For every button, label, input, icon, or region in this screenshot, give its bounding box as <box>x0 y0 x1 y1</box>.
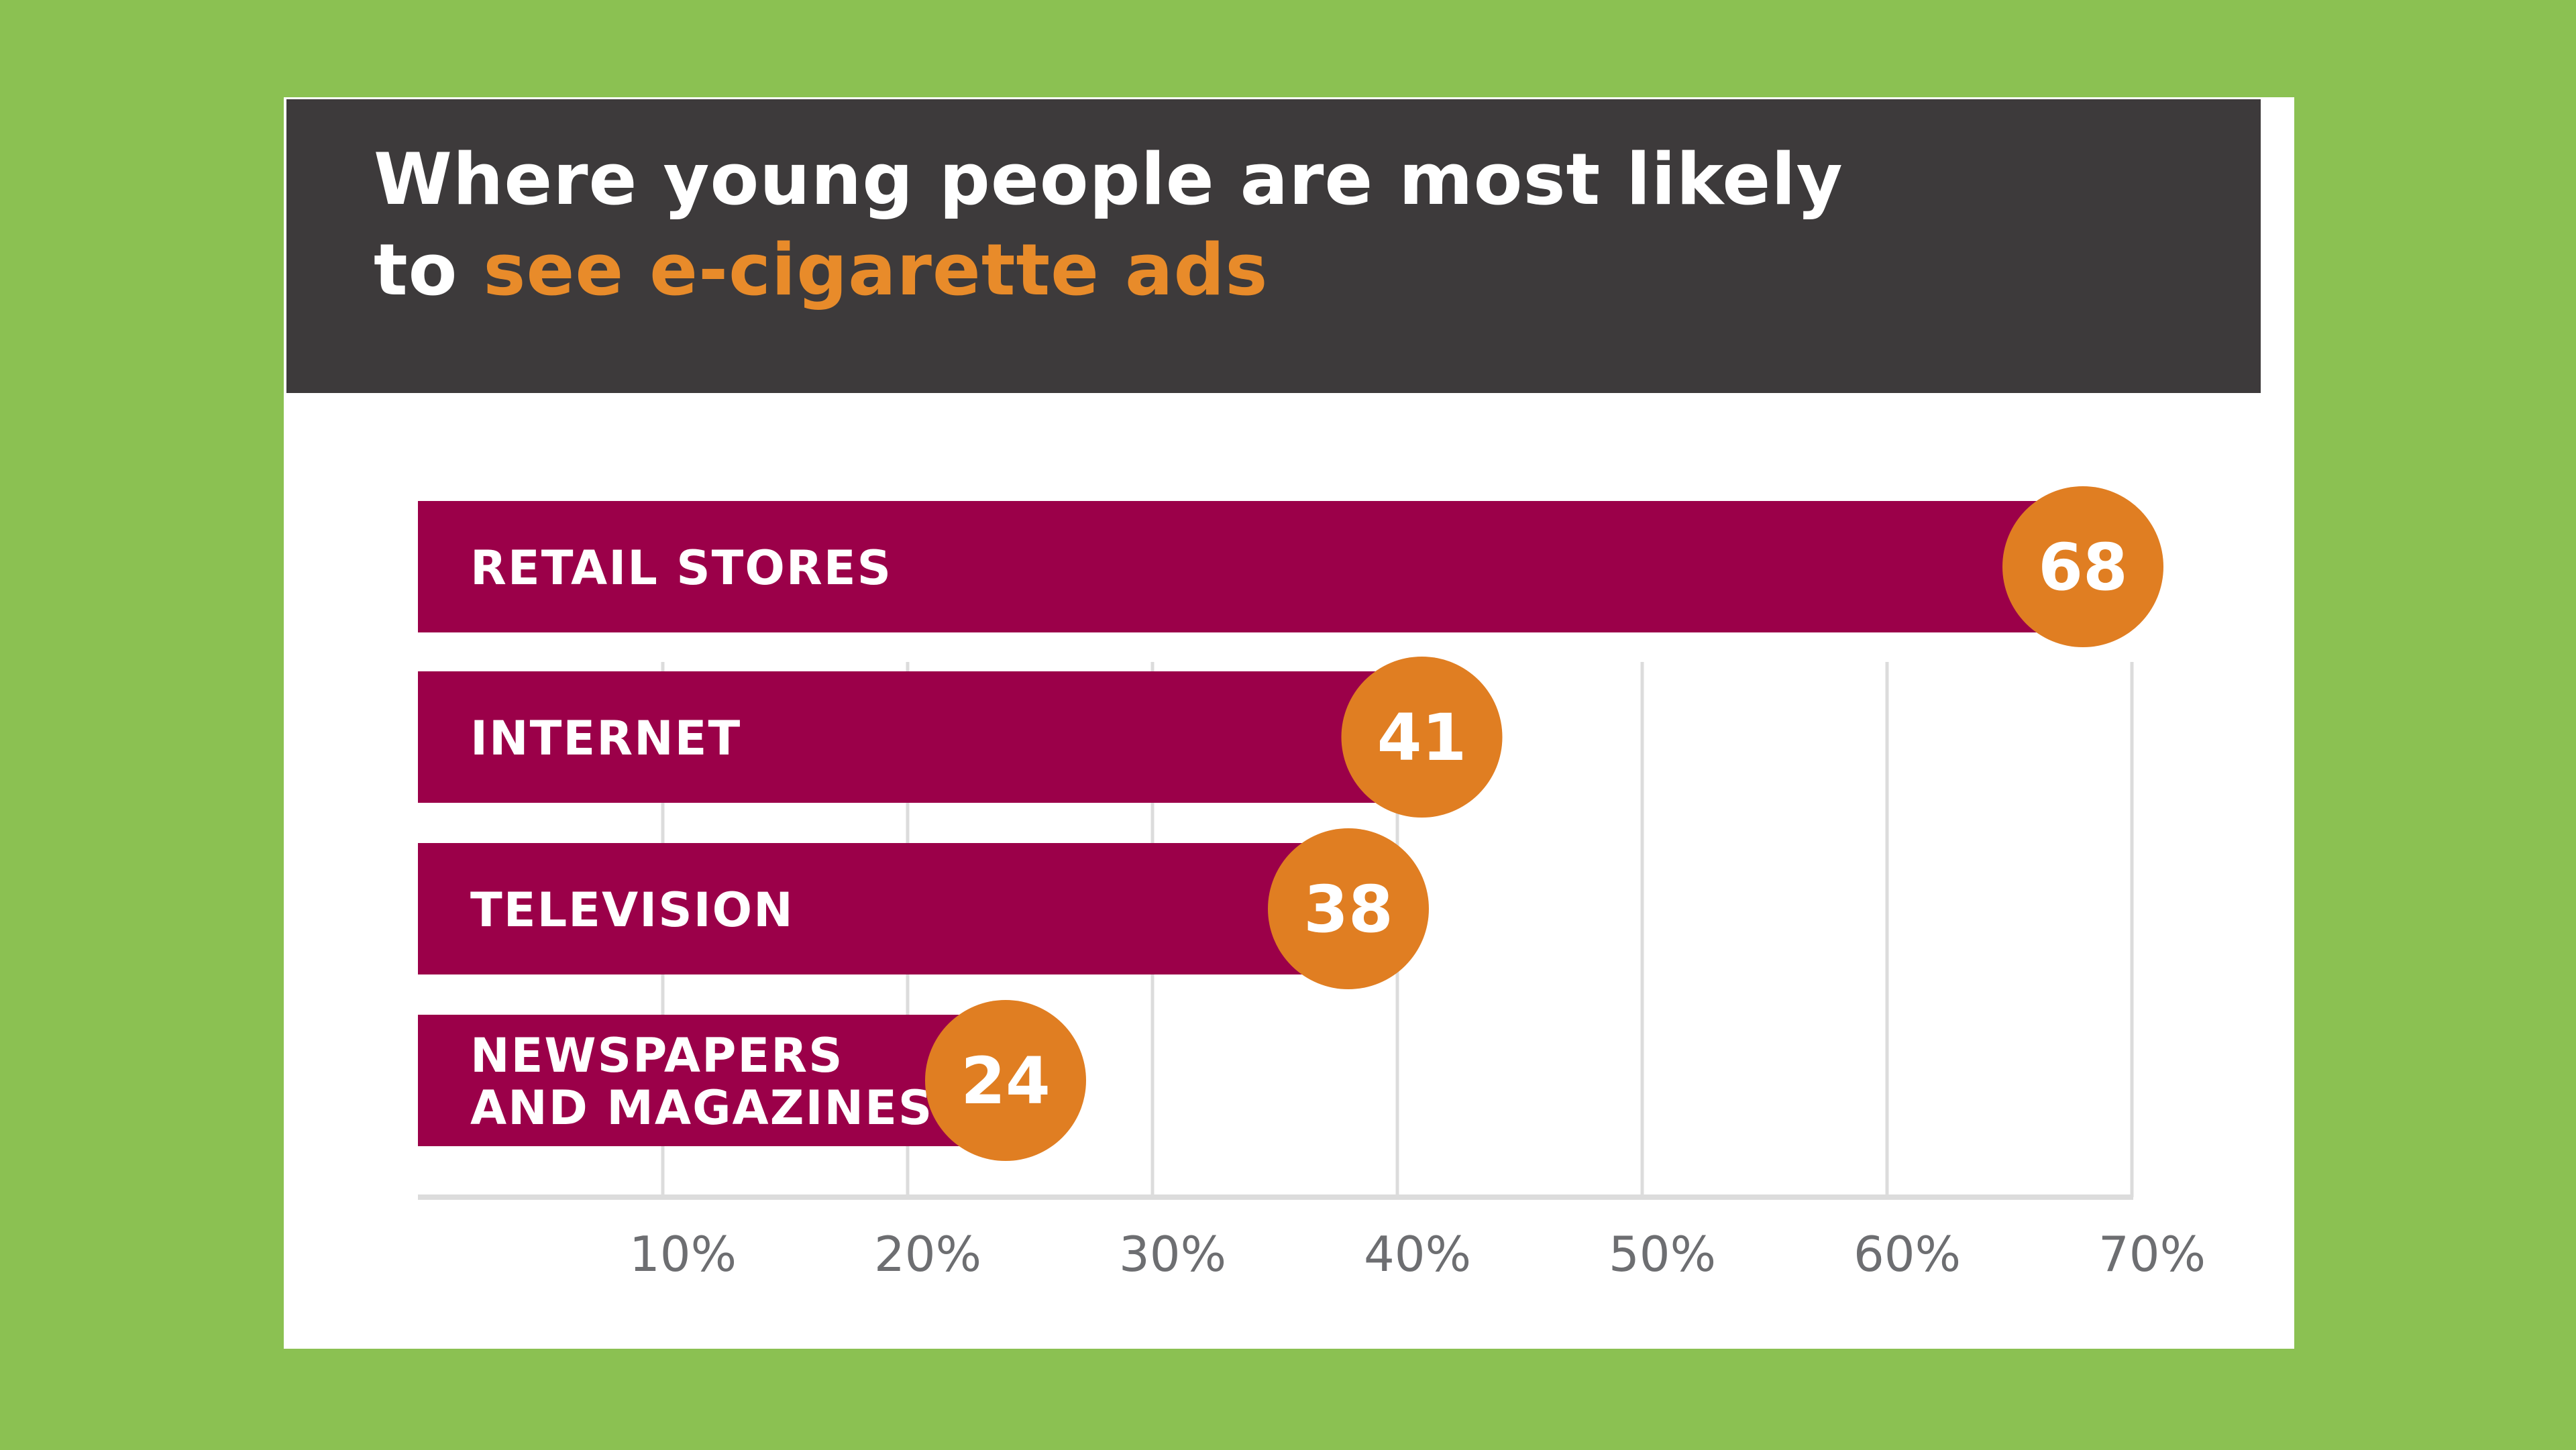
x-tick-label: 60% <box>1854 1226 1961 1282</box>
value-bubble <box>1341 657 1503 818</box>
value-bubble <box>925 1000 1086 1161</box>
title-highlight: see e-cigarette ads <box>483 229 1269 311</box>
title-line-1: Where young people are most likely <box>374 138 1843 221</box>
bar <box>418 843 1348 974</box>
bar <box>418 501 2083 632</box>
bar-chart: 10% 20% 30% 40% 50% 60% 70% RETAIL STORES 68 INTE… <box>418 486 2206 1282</box>
title-line-2-prefix: to <box>374 229 484 311</box>
value-bubble <box>2002 486 2163 647</box>
category-label: NEWSPAPERS <box>470 1028 844 1083</box>
value-bubble <box>1268 828 1429 989</box>
x-tick-label: 70% <box>2098 1226 2206 1282</box>
data-label: 38 <box>1303 872 1393 947</box>
x-tick-label: 10% <box>629 1226 737 1282</box>
chart-title: Where young people are most likely to se… <box>374 134 1843 315</box>
chart-card: Where young people are most likely to se… <box>284 97 2294 1349</box>
title-banner: Where young people are most likely to se… <box>286 99 2261 393</box>
bar <box>418 671 1422 803</box>
data-label: 41 <box>1377 700 1467 775</box>
category-label: TELEVISION <box>470 883 794 938</box>
x-tick-label: 20% <box>874 1226 981 1282</box>
category-label: AND MAGAZINES <box>470 1080 933 1135</box>
data-label: 24 <box>961 1044 1051 1119</box>
x-tick-label: 40% <box>1364 1226 1471 1282</box>
x-tick-label: 50% <box>1609 1226 1716 1282</box>
category-label: RETAIL STORES <box>470 541 892 596</box>
x-tick-label: 30% <box>1119 1226 1226 1282</box>
data-label: 68 <box>2038 530 2128 605</box>
category-label: INTERNET <box>470 711 741 766</box>
bar <box>418 1015 1006 1146</box>
